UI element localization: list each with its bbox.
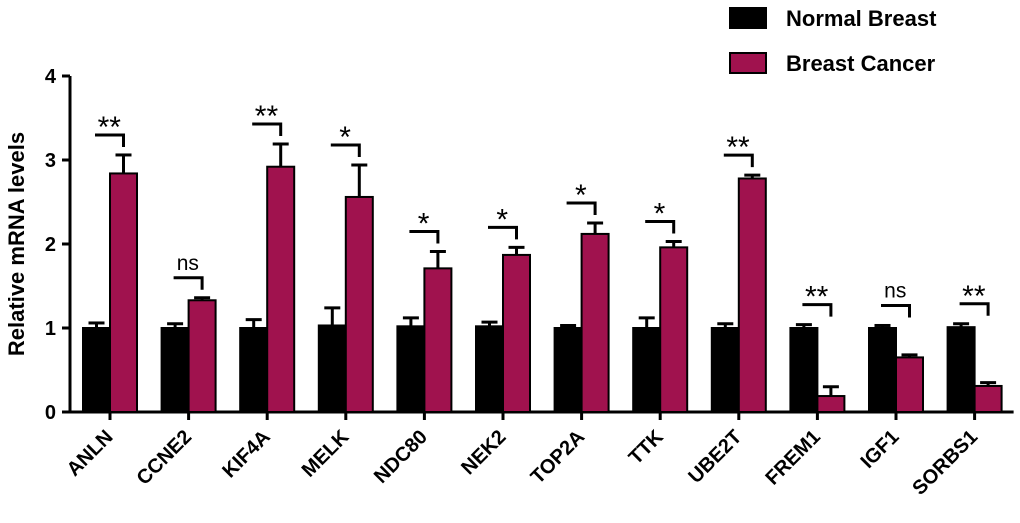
significance-label: ns — [884, 279, 906, 302]
significance-label: ** — [805, 281, 829, 314]
bar-normal-breast — [239, 327, 269, 413]
category-label: NEK2 — [457, 426, 510, 479]
bar-breast-cancer — [109, 172, 138, 413]
bars-group — [82, 142, 1003, 414]
significance-label: * — [575, 179, 587, 212]
category-label: ANLN — [63, 426, 118, 481]
significance-bracket — [566, 201, 597, 215]
significance-label: * — [496, 203, 508, 236]
bar-normal-breast — [160, 327, 190, 413]
significance-label: ** — [98, 111, 122, 144]
legend-swatch-normal-breast — [729, 7, 767, 29]
bar-breast-cancer — [737, 177, 767, 413]
y-tick-label: 1 — [45, 318, 56, 340]
bar-normal-breast — [475, 325, 504, 414]
significance-bracket — [330, 143, 361, 158]
significance-bracket — [409, 230, 440, 244]
bar-breast-cancer — [502, 253, 531, 413]
significance-label: * — [418, 208, 430, 241]
x-axis: ANLN CCNE2 KIF4A MELK NDC80 NEK2 TOP2A TTK UBE2T… — [63, 410, 1014, 500]
category-label: IGF1 — [857, 426, 904, 473]
category-label: TTK — [625, 426, 668, 469]
bar-breast-cancer — [266, 165, 296, 413]
category-label: SORBS1 — [908, 426, 982, 500]
significance-label: * — [339, 121, 351, 154]
bar-breast-cancer — [187, 299, 217, 413]
bar-breast-cancer — [659, 246, 689, 413]
significance-bracket — [95, 133, 125, 147]
significance-bracket — [881, 303, 911, 318]
significance-label: ** — [962, 280, 986, 313]
bar-normal-breast — [396, 325, 426, 414]
y-tick-label: 2 — [45, 234, 56, 256]
category-label: UBE2T — [684, 426, 746, 488]
bar-normal-breast — [946, 326, 976, 413]
bar-breast-cancer — [816, 395, 846, 414]
bar-normal-breast — [317, 324, 347, 414]
category-label: MELK — [298, 426, 354, 482]
bar-normal-breast — [632, 327, 662, 413]
significance-bracket — [645, 219, 676, 234]
bar-breast-cancer — [973, 384, 1003, 413]
significance-bracket — [959, 302, 990, 316]
legend-label-breast-cancer: Breast Cancer — [786, 51, 936, 76]
bar-normal-breast — [789, 327, 819, 413]
significance-label: * — [654, 197, 666, 230]
significance-bracket — [802, 303, 833, 317]
category-label: KIF4A — [218, 426, 274, 482]
significance-label: ** — [726, 131, 750, 164]
bar-normal-breast — [868, 327, 897, 413]
legend-swatch-breast-cancer — [729, 52, 767, 74]
bar-breast-cancer — [344, 195, 374, 413]
bar-breast-cancer — [580, 232, 610, 413]
category-label: TOP2A — [527, 426, 589, 488]
y-tick-label: 4 — [45, 66, 57, 88]
y-tick-label: 0 — [45, 402, 56, 424]
significance-group: **ns**** ******* ns ** — [95, 100, 990, 318]
significance-bracket — [723, 153, 754, 168]
category-label: CCNE2 — [133, 426, 196, 489]
significance-label: ** — [255, 100, 279, 133]
legend: Normal Breast Breast Cancer — [729, 6, 937, 76]
category-label: NDC80 — [370, 426, 432, 488]
bar-normal-breast — [82, 327, 111, 413]
significance-label: ns — [177, 252, 199, 275]
significance-bracket — [488, 225, 518, 240]
bar-normal-breast — [710, 327, 740, 413]
bar-breast-cancer — [895, 356, 924, 413]
y-tick-label: 3 — [45, 150, 56, 172]
significance-bracket — [252, 122, 283, 137]
legend-label-normal-breast: Normal Breast — [786, 6, 937, 31]
y-axis: 0 1 2 3 4 — [45, 66, 72, 424]
significance-bracket — [173, 276, 204, 290]
category-label: FREM1 — [761, 426, 824, 489]
bar-breast-cancer — [423, 267, 453, 413]
bar-normal-breast — [553, 327, 583, 413]
y-axis-title: Relative mRNA levels — [4, 132, 29, 356]
